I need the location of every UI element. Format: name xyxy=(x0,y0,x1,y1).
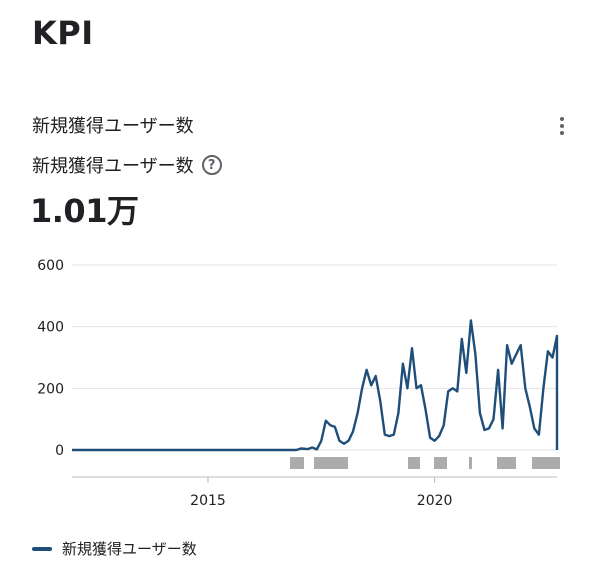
y-tick-label: 600 xyxy=(37,258,64,274)
chart-grid xyxy=(72,264,557,451)
menu-dot xyxy=(560,131,564,135)
series-line xyxy=(72,319,559,452)
annotation-mark xyxy=(290,457,304,469)
annotation-mark xyxy=(314,457,348,469)
menu-dot xyxy=(560,117,564,121)
metric-name: 新規獲得ユーザー数 xyxy=(32,156,194,177)
legend-swatch xyxy=(32,546,52,551)
y-tick-label: 0 xyxy=(55,443,64,459)
card-header: 新規獲得ユーザー数 xyxy=(32,116,194,137)
annotation-marks xyxy=(290,457,560,469)
annotation-mark xyxy=(469,457,472,469)
page-title: KPI xyxy=(32,14,94,52)
chart-series xyxy=(72,319,559,452)
metric-row: 新規獲得ユーザー数 ? xyxy=(32,152,222,178)
y-tick-label: 200 xyxy=(37,381,64,397)
x-axis: 2015 2020 xyxy=(72,476,557,509)
chart-legend[interactable]: 新規獲得ユーザー数 xyxy=(32,538,197,559)
annotation-mark xyxy=(408,457,420,469)
y-tick-label: 400 xyxy=(37,320,64,336)
annotation-mark xyxy=(434,457,447,469)
x-tick-label: 2020 xyxy=(417,493,453,509)
more-vert-icon[interactable] xyxy=(552,113,572,139)
menu-dot xyxy=(560,124,564,128)
annotation-mark xyxy=(497,457,516,469)
line-chart: 0 200 400 600 2015 2020 xyxy=(37,258,560,509)
annotation-mark xyxy=(532,457,560,469)
metric-value: 1.01万 xyxy=(30,192,139,230)
x-tick-label: 2015 xyxy=(190,493,226,509)
y-axis-ticks: 0 200 400 600 xyxy=(37,258,64,459)
legend-label: 新規獲得ユーザー数 xyxy=(62,540,197,558)
help-circle-icon[interactable]: ? xyxy=(201,155,222,175)
